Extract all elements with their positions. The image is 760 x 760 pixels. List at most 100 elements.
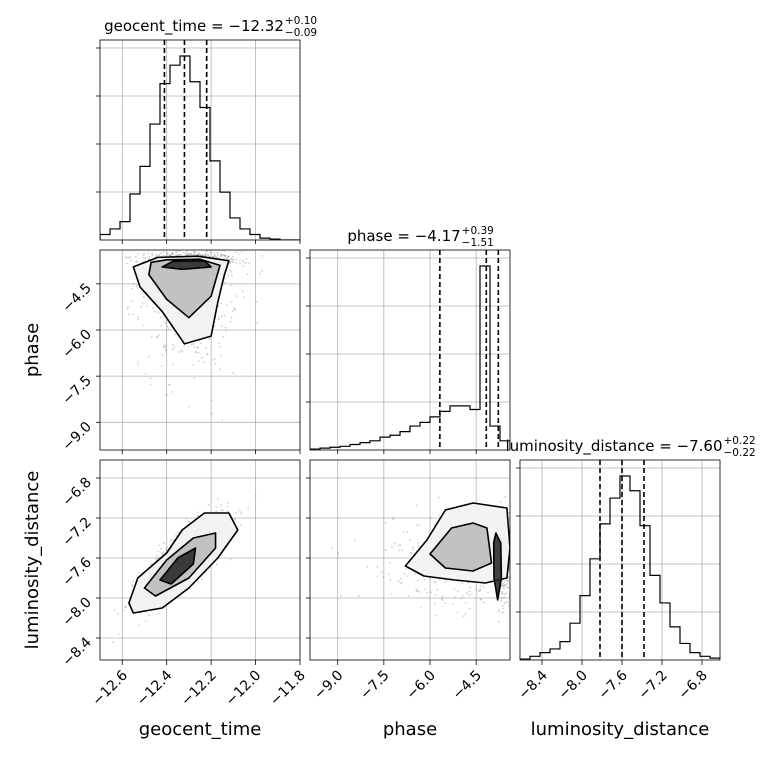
sample-point bbox=[400, 549, 403, 551]
sample-point bbox=[165, 393, 167, 396]
sample-point bbox=[530, 553, 532, 555]
sample-point bbox=[501, 607, 504, 610]
sample-point bbox=[514, 600, 516, 602]
sample-point bbox=[212, 255, 215, 258]
sample-point bbox=[162, 346, 165, 349]
sample-point bbox=[231, 310, 234, 312]
sample-point bbox=[140, 306, 143, 308]
sample-point bbox=[255, 300, 258, 303]
sample-point bbox=[218, 256, 221, 259]
sample-point bbox=[400, 581, 403, 584]
sample-point bbox=[524, 573, 526, 575]
sample-point bbox=[503, 580, 506, 583]
sample-point bbox=[512, 535, 514, 537]
sample-point bbox=[222, 336, 225, 338]
x-axis-label-geocent-time: geocent_time bbox=[139, 719, 262, 740]
sample-point bbox=[144, 257, 147, 259]
sample-point bbox=[184, 252, 187, 255]
sample-point bbox=[160, 324, 163, 327]
sample-point bbox=[429, 577, 431, 580]
sample-point bbox=[514, 559, 516, 561]
sample-point bbox=[501, 612, 503, 614]
sample-point bbox=[480, 598, 483, 601]
sample-point bbox=[196, 346, 199, 349]
sample-point bbox=[169, 254, 172, 257]
sample-point bbox=[177, 254, 180, 256]
sample-point bbox=[507, 601, 510, 603]
sample-point bbox=[163, 320, 166, 323]
sample-point bbox=[514, 540, 516, 542]
sample-point bbox=[528, 544, 530, 546]
sample-point bbox=[132, 313, 134, 315]
sample-point bbox=[505, 601, 507, 604]
sample-point bbox=[220, 509, 223, 512]
y-tick-label: −7.5 bbox=[59, 373, 94, 408]
sample-point bbox=[220, 314, 223, 317]
sample-point bbox=[226, 510, 229, 513]
sample-point bbox=[200, 356, 203, 359]
sample-point bbox=[178, 351, 180, 354]
sample-point bbox=[523, 544, 525, 546]
sample-point bbox=[220, 253, 223, 256]
sample-point bbox=[190, 253, 192, 256]
sample-point bbox=[482, 601, 485, 604]
y-tick-label: −6.8 bbox=[59, 475, 94, 510]
sample-point bbox=[189, 252, 192, 255]
sample-point bbox=[173, 346, 175, 349]
sample-point bbox=[440, 598, 443, 600]
sample-point bbox=[416, 579, 419, 582]
histogram-step bbox=[520, 475, 720, 660]
sample-point bbox=[230, 271, 233, 273]
axes-frame bbox=[309, 249, 511, 451]
sample-point bbox=[240, 512, 243, 515]
sample-point bbox=[441, 599, 444, 601]
sample-point bbox=[132, 579, 135, 582]
sample-point bbox=[526, 576, 528, 578]
sample-point bbox=[213, 254, 216, 257]
sample-point bbox=[438, 578, 441, 581]
sample-point bbox=[461, 594, 464, 597]
sample-point bbox=[166, 252, 169, 254]
sample-point bbox=[157, 612, 160, 615]
sample-point bbox=[143, 253, 146, 255]
sample-point bbox=[171, 344, 174, 346]
x-tick-label: −6.0 bbox=[403, 668, 438, 703]
sample-point bbox=[157, 312, 160, 315]
sample-point bbox=[130, 299, 133, 302]
sample-point bbox=[456, 590, 459, 593]
axes-frame bbox=[519, 459, 721, 661]
x-tick-label: −7.6 bbox=[595, 667, 630, 702]
sample-point bbox=[510, 564, 512, 566]
sample-point bbox=[227, 255, 230, 258]
sample-point bbox=[426, 591, 429, 594]
y-tick-label: −7.6 bbox=[59, 554, 94, 589]
sample-point bbox=[175, 251, 178, 254]
sample-point bbox=[174, 333, 177, 336]
sample-point bbox=[157, 550, 160, 553]
sample-point bbox=[215, 563, 218, 566]
sample-point bbox=[399, 582, 402, 585]
sample-point bbox=[170, 253, 173, 256]
sample-point bbox=[376, 565, 379, 568]
sample-point bbox=[197, 253, 200, 256]
sample-point bbox=[503, 593, 506, 596]
sample-point bbox=[460, 597, 463, 600]
sample-point bbox=[234, 512, 237, 514]
sample-point bbox=[235, 261, 237, 264]
sample-point bbox=[235, 251, 238, 254]
sample-point bbox=[354, 539, 356, 542]
sample-point bbox=[223, 254, 225, 257]
sample-point bbox=[220, 504, 222, 507]
sample-point bbox=[406, 575, 409, 578]
sample-point bbox=[159, 316, 162, 319]
joint-geocent-time-luminosity-distance bbox=[100, 460, 300, 660]
sample-point bbox=[226, 256, 228, 259]
histogram-title-phase: phase = −4.17 bbox=[347, 227, 460, 245]
sample-point bbox=[188, 405, 190, 408]
sample-point bbox=[391, 518, 394, 521]
sample-point bbox=[182, 251, 185, 254]
sample-point bbox=[229, 321, 232, 323]
sample-point bbox=[212, 252, 215, 255]
sample-point bbox=[392, 516, 395, 519]
sample-point bbox=[456, 611, 459, 614]
